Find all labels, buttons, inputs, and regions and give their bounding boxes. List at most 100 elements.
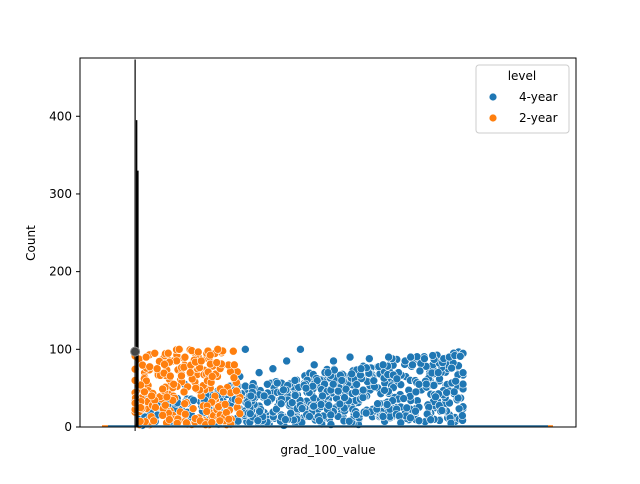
data-point-2-year — [180, 399, 190, 408]
data-point-2-year — [158, 384, 167, 394]
y-axis-label: Count — [24, 225, 38, 261]
data-point-2-year — [163, 348, 173, 358]
data-point-2-year — [141, 352, 151, 362]
data-point-4-year — [406, 352, 415, 362]
data-point-2-year — [206, 350, 215, 360]
y-tick-label: 200 — [49, 265, 72, 279]
data-point-2-year — [196, 356, 206, 366]
data-point-2-year — [174, 345, 184, 354]
data-point-4-year — [347, 369, 356, 379]
data-point-4-year — [358, 385, 368, 395]
data-point-4-year — [421, 379, 431, 389]
data-point-4-year — [420, 354, 429, 363]
axes-frame — [79, 57, 577, 428]
data-point-4-year — [253, 416, 263, 425]
data-point-4-year — [406, 413, 415, 423]
y-tick-label: 400 — [49, 109, 72, 123]
legend-label-4-year: 4-year — [519, 90, 558, 104]
data-point-2-year — [207, 418, 217, 427]
data-point-2-year — [220, 400, 230, 409]
data-point-2-year — [161, 400, 170, 410]
data-point-2-year — [145, 362, 155, 372]
data-point-4-year — [351, 410, 361, 419]
data-point-4-year — [433, 368, 443, 377]
spike-layer — [102, 59, 553, 427]
data-point-4-year — [297, 404, 307, 413]
data-point-4-year — [458, 411, 467, 420]
y-axis: 0 100 200 300 400 — [49, 109, 80, 434]
data-point-4-year — [455, 352, 465, 361]
data-point-4-year — [305, 412, 314, 421]
data-point-2-year — [177, 371, 186, 381]
legend-title: level — [508, 69, 537, 83]
data-point-4-year — [415, 366, 425, 376]
data-point-4-year — [316, 400, 326, 409]
data-point-4-year — [352, 380, 361, 389]
data-point-2-year — [166, 371, 175, 381]
data-point-4-year — [333, 386, 343, 396]
spike-marker — [130, 346, 141, 357]
data-point-4-year — [378, 412, 388, 421]
data-point-2-year — [215, 416, 225, 426]
data-point-2-year — [162, 392, 172, 402]
data-point-4-year — [290, 391, 300, 400]
data-point-4-year — [411, 406, 420, 416]
data-point-2-year — [234, 396, 243, 406]
data-point-4-year — [263, 379, 272, 389]
data-point-2-year — [191, 383, 201, 393]
legend-box — [475, 64, 570, 134]
data-point-4-year — [254, 368, 264, 377]
data-point-4-year — [272, 404, 281, 414]
data-point-2-year — [218, 387, 228, 397]
y-tick-label: 300 — [49, 187, 72, 201]
data-point-4-year — [324, 401, 334, 410]
data-point-2-year — [179, 387, 189, 397]
data-point-4-year — [276, 399, 286, 408]
data-point-4-year — [345, 352, 355, 362]
data-point-4-year — [428, 351, 438, 360]
data-point-4-year — [454, 404, 464, 414]
data-point-4-year — [356, 364, 366, 374]
data-point-4-year — [365, 354, 374, 363]
data-point-2-year — [147, 391, 156, 401]
points-layer — [130, 345, 468, 430]
data-point-4-year — [453, 393, 463, 403]
data-point-4-year — [246, 409, 255, 418]
data-point-4-year — [301, 383, 311, 393]
data-point-2-year — [152, 364, 162, 374]
data-point-4-year — [241, 345, 250, 354]
data-point-2-year — [212, 358, 221, 367]
data-point-2-year — [140, 387, 149, 397]
data-point-2-year — [165, 415, 174, 424]
data-point-2-year — [150, 348, 160, 358]
data-point-4-year — [281, 415, 290, 424]
data-point-2-year — [181, 409, 190, 419]
legend-label-2-year: 2-year — [519, 111, 558, 125]
data-point-4-year — [282, 356, 291, 366]
data-point-4-year — [373, 399, 382, 408]
data-point-2-year — [193, 347, 203, 357]
data-point-4-year — [380, 386, 389, 395]
legend: level 4-year 2-year — [475, 64, 570, 134]
data-point-2-year — [188, 404, 198, 413]
data-point-4-year — [329, 356, 338, 366]
data-point-4-year — [287, 398, 297, 407]
data-point-4-year — [392, 374, 402, 384]
data-point-4-year — [402, 403, 412, 413]
data-point-4-year — [442, 388, 451, 397]
data-point-4-year — [447, 363, 456, 373]
data-point-4-year — [309, 401, 318, 411]
data-point-4-year — [451, 376, 460, 386]
data-point-4-year — [272, 378, 282, 388]
data-point-2-year — [230, 360, 239, 370]
data-point-2-year — [149, 416, 159, 426]
data-point-4-year — [411, 387, 421, 397]
data-point-4-year — [259, 391, 269, 401]
data-point-2-year — [229, 373, 239, 383]
data-point-4-year — [189, 396, 198, 405]
y-tick-label: 0 — [64, 420, 72, 434]
data-point-2-year — [138, 360, 147, 370]
data-point-4-year — [323, 368, 333, 377]
